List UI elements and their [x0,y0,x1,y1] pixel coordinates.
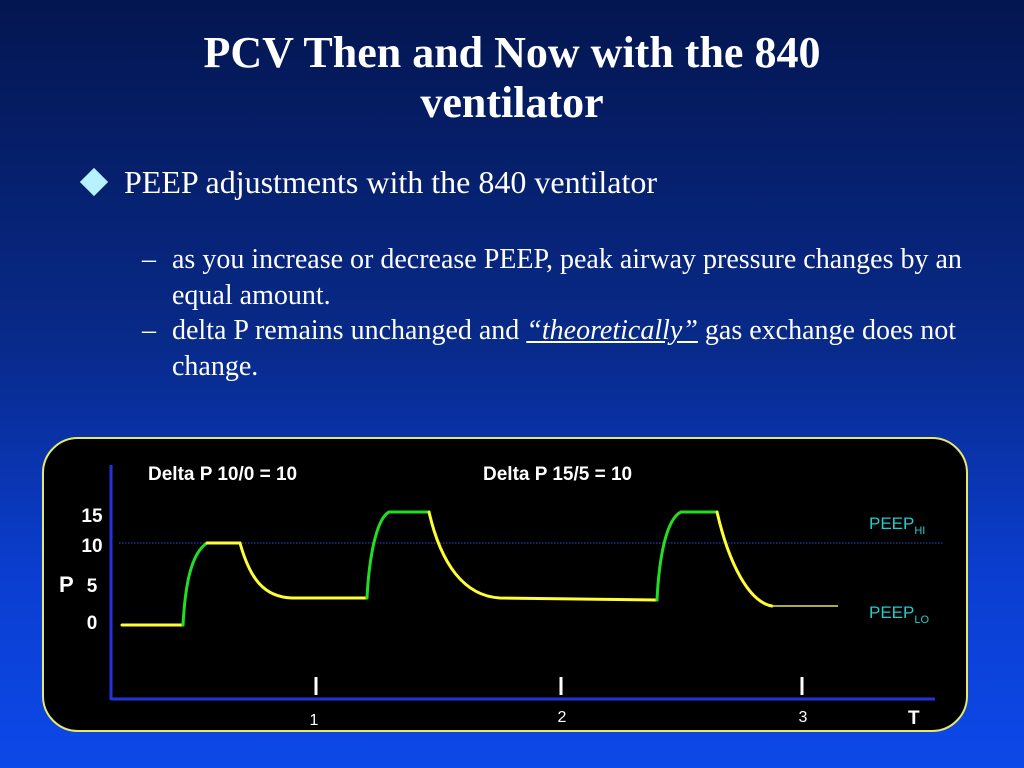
title-line-1: PCV Then and Now with the 840 [203,28,821,77]
expiration-decay-segment [238,541,369,600]
inspiration-rise-segment [365,510,431,600]
y-tick-label: 10 [81,536,102,557]
theoretically-emphasis: “theoretically” [526,315,698,346]
expiration-decay-segment [715,510,774,608]
delta-p-annotation-2: Delta P 15/5 = 10 [483,464,632,485]
sub-bullet-1: – as you increase or decrease PEEP, peak… [142,242,992,314]
sub-bullet-1-text: as you increase or decrease PEEP, peak a… [172,244,962,311]
inspiration-rise-segment [181,541,209,627]
y-axis-label: P [59,572,74,597]
inspiration-rise-segment [655,510,719,602]
slide-title: PCV Then and Now with the 840 ventilator [0,28,1024,128]
dash-icon: – [142,244,156,275]
peep-lo-label: PEEPLO [869,603,929,626]
diamond-bullet-icon [79,167,109,197]
peep-hi-label: PEEPHI [869,514,925,537]
sub-bullet-2-text-start: delta P remains unchanged and [172,315,527,346]
x-tick-label: 3 [799,709,808,726]
y-tick-label: 0 [87,613,98,634]
delta-p-annotation-1: Delta P 10/0 = 10 [148,464,297,485]
y-tick-label: 15 [81,506,103,527]
y-tick-label: 5 [87,576,98,597]
title-line-2: ventilator [420,78,604,127]
dash-icon: – [142,315,156,346]
pressure-time-diagram: Delta P 10/0 = 10 Delta P 15/5 = 10 15 1… [42,437,968,732]
x-axis-label: T [908,708,920,729]
main-bullet-text: PEEP adjustments with the 840 ventilator [124,164,657,200]
main-bullet: PEEP adjustments with the 840 ventilator [79,162,657,202]
expiration-decay-segment [427,510,659,602]
x-tick-label: 1 [310,712,319,729]
sub-bullet-2: – delta P remains unchanged and “theoret… [142,313,992,385]
sub-bullet-2-text-end: gas exchange does not change. [172,315,957,382]
x-tick-label: 2 [558,709,567,726]
pressure-time-chart: Delta P 10/0 = 10 Delta P 15/5 = 10 15 1… [59,464,944,729]
